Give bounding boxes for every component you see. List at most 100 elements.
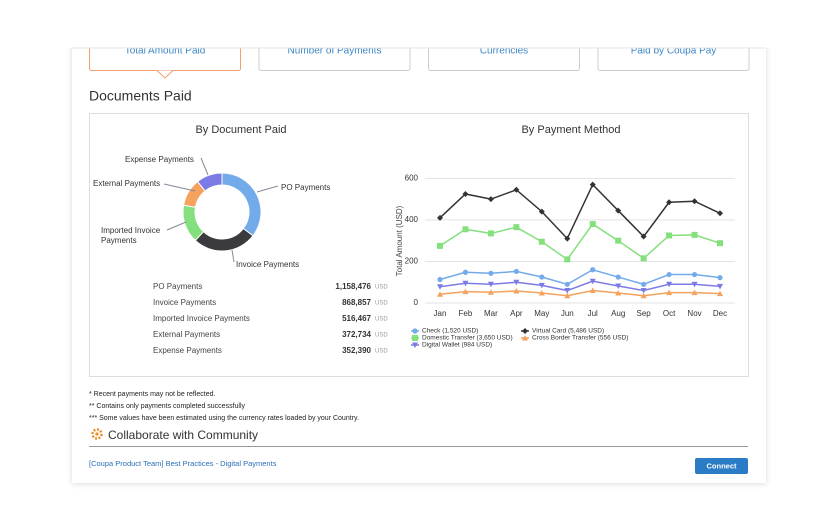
point — [666, 281, 673, 288]
point — [487, 289, 494, 295]
connect-button-label[interactable]: Connect — [707, 461, 738, 470]
series-line — [439, 280, 721, 292]
point — [462, 226, 469, 233]
point — [437, 276, 443, 283]
x-tick-label: Jan — [434, 309, 447, 318]
y-tick-label: 400 — [405, 215, 419, 224]
community-title: Collaborate with Community — [108, 428, 258, 442]
table-name: Invoice Payments — [153, 298, 216, 307]
table-currency: USD — [375, 285, 388, 291]
point — [539, 274, 545, 280]
x-tick-label: May — [534, 309, 549, 318]
point — [538, 282, 545, 289]
series-line — [439, 223, 721, 261]
legend-label: Digital Wallet (984 USD) — [422, 342, 492, 349]
y-axis-label: Total Amount (USD) — [395, 205, 404, 276]
point — [666, 271, 672, 278]
leader-line — [200, 157, 209, 176]
donut-label: Imported Invoice Payments — [101, 226, 161, 245]
point — [640, 288, 647, 294]
table-name: Imported Invoice Payments — [153, 314, 250, 323]
leader-line — [163, 183, 196, 192]
point — [513, 186, 520, 193]
x-tick-label: Dec — [713, 309, 727, 318]
point — [691, 231, 698, 238]
point — [564, 292, 571, 299]
x-tick-label: Apr — [510, 309, 523, 318]
line-title: By Payment Method — [521, 124, 620, 136]
x-tick-label: Jul — [588, 309, 598, 318]
connect-button[interactable] — [695, 458, 748, 474]
donut-label: External Payments — [93, 179, 160, 188]
point — [666, 232, 673, 239]
point — [589, 278, 596, 285]
y-tick-label: 200 — [405, 257, 419, 266]
point — [589, 287, 596, 294]
point — [589, 221, 596, 228]
footnote: * Recent payments may not be reflected. — [89, 391, 216, 398]
table-value: 516,467 — [342, 314, 371, 323]
point — [615, 290, 622, 296]
series-line — [439, 183, 721, 240]
donut-segment — [196, 172, 223, 192]
tab-label[interactable]: Total Amount Paid — [125, 46, 206, 57]
x-tick-label: Sep — [637, 309, 652, 318]
point — [615, 237, 622, 244]
point — [487, 196, 494, 203]
leader-line — [166, 221, 187, 231]
point — [564, 235, 571, 242]
series-line — [439, 268, 721, 286]
point — [437, 291, 443, 297]
tab-label[interactable]: Paid by Coupa Pay — [631, 46, 717, 57]
point — [641, 281, 647, 287]
table-currency: USD — [375, 301, 388, 307]
legend-label: Domestic Transfer (3,650 USD) — [422, 335, 513, 342]
charts-panel — [89, 113, 749, 377]
series-line — [439, 289, 721, 297]
point — [462, 288, 469, 295]
gear-icon — [91, 428, 103, 440]
donut-label: PO Payments — [281, 183, 330, 192]
point — [717, 283, 723, 290]
section-title: Documents Paid — [89, 88, 192, 104]
x-tick-label: Aug — [611, 309, 625, 318]
point — [615, 274, 621, 280]
point — [691, 271, 698, 278]
point — [717, 240, 723, 247]
point — [615, 207, 622, 214]
x-tick-label: Feb — [459, 309, 473, 318]
table-currency: USD — [375, 333, 388, 339]
community-link[interactable]: [Coupa Product Team] Best Practices - Di… — [89, 459, 277, 468]
point — [513, 224, 520, 231]
legend-label: Virtual Card (5,486 USD) — [532, 328, 604, 335]
donut-title: By Document Paid — [195, 124, 286, 136]
point — [640, 233, 647, 240]
point — [691, 289, 698, 296]
table-value: 868,857 — [342, 298, 371, 307]
point — [717, 275, 723, 281]
table-name: PO Payments — [153, 282, 202, 291]
point — [666, 199, 673, 206]
point — [487, 281, 494, 288]
donut-label: Expense Payments — [125, 155, 194, 164]
point — [538, 290, 545, 296]
table-value: 352,390 — [342, 346, 371, 355]
table-name: External Payments — [153, 330, 220, 339]
point — [615, 283, 622, 289]
footnote: ** Contains only payments completed succ… — [89, 403, 246, 410]
point — [462, 269, 469, 275]
tab-label[interactable]: Number of Payments — [288, 46, 382, 57]
point — [488, 270, 494, 276]
point — [437, 214, 443, 221]
point — [538, 238, 545, 245]
point — [462, 280, 469, 287]
point — [522, 328, 528, 334]
point — [666, 289, 673, 296]
donut-label: Invoice Payments — [236, 260, 299, 269]
point — [412, 328, 418, 334]
point — [564, 256, 571, 263]
table-currency: USD — [375, 317, 388, 323]
tab-label[interactable]: Currencies — [480, 46, 528, 57]
point — [513, 287, 520, 294]
legend-label: Cross Border Transfer (556 USD) — [532, 335, 628, 342]
